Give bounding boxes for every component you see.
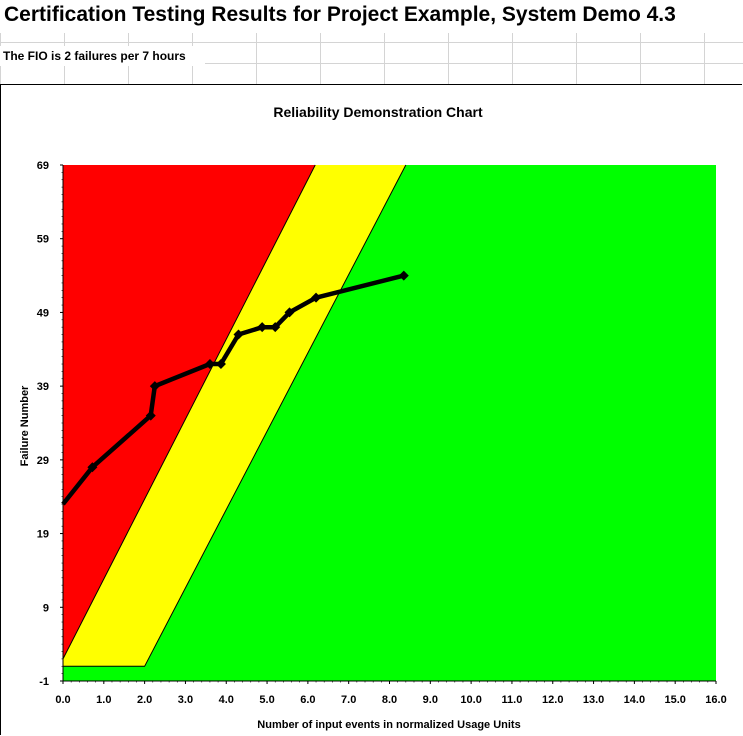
x-tick-label: 6.0 xyxy=(300,694,315,706)
sheet-title: Certification Testing Results for Projec… xyxy=(4,3,676,26)
fio-text: The FIO is 2 failures per 7 hours xyxy=(3,49,186,63)
x-axis-label: Number of input events in normalized Usa… xyxy=(257,719,520,731)
data-point xyxy=(398,270,409,281)
data-point xyxy=(145,410,156,421)
y-tick-label: 69 xyxy=(37,160,49,172)
title-cell[interactable] xyxy=(0,0,743,33)
y-tick-label: 39 xyxy=(37,381,49,393)
x-tick-label: 9.0 xyxy=(423,694,438,706)
fio-cell[interactable] xyxy=(0,46,205,66)
chart-title: Reliability Demonstration Chart xyxy=(273,104,483,120)
x-tick-label: 11.0 xyxy=(502,694,523,706)
x-tick-label: 10.0 xyxy=(460,694,481,706)
y-tick-label: -1 xyxy=(39,676,49,688)
data-point xyxy=(257,322,268,333)
x-tick-label: 13.0 xyxy=(583,694,604,706)
chart-regions xyxy=(62,164,716,681)
data-point xyxy=(204,359,215,370)
x-tick-label: 15.0 xyxy=(664,694,685,706)
x-tick-label: 0.0 xyxy=(55,694,70,706)
x-tick-label: 16.0 xyxy=(705,694,726,706)
chart-object[interactable]: Reliability Demonstration Chart -1 9 19 29 3… xyxy=(0,84,742,735)
y-tick-label: 59 xyxy=(37,234,49,246)
reliability-chart: Reliability Demonstration Chart -1 9 19 29 3… xyxy=(19,104,727,731)
x-tick-label: 7.0 xyxy=(341,694,356,706)
data-point xyxy=(233,329,244,340)
y-tick-label: 29 xyxy=(37,455,49,467)
chart-series xyxy=(61,270,409,506)
x-axis: 0.0 1.0 2.0 3.0 4.0 5.0 6.0 7.0 8.0 9.0 10.0 11.0 12… xyxy=(55,680,727,706)
x-tick-label: 3.0 xyxy=(178,694,193,706)
y-tick-label: 9 xyxy=(43,602,49,614)
x-tick-label: 5.0 xyxy=(259,694,274,706)
data-point xyxy=(215,359,226,370)
y-axis-label: Failure Number xyxy=(19,385,31,466)
data-point xyxy=(270,322,281,333)
data-point xyxy=(149,381,160,392)
series-line xyxy=(61,273,405,506)
y-tick-label: 49 xyxy=(37,307,49,319)
x-tick-label: 14.0 xyxy=(624,694,645,706)
accept-boundary-line xyxy=(63,164,407,667)
x-tick-label: 8.0 xyxy=(382,694,397,706)
y-tick-label: 19 xyxy=(37,529,49,541)
x-tick-label: 1.0 xyxy=(96,694,111,706)
data-point xyxy=(284,307,295,318)
reject-boundary-line xyxy=(62,164,316,660)
x-tick-label: 2.0 xyxy=(137,694,152,706)
data-point xyxy=(311,292,322,303)
data-point xyxy=(87,462,98,473)
y-axis: -1 9 19 29 39 49 59 69 xyxy=(37,160,64,688)
x-tick-label: 12.0 xyxy=(542,694,563,706)
x-tick-label: 4.0 xyxy=(219,694,234,706)
